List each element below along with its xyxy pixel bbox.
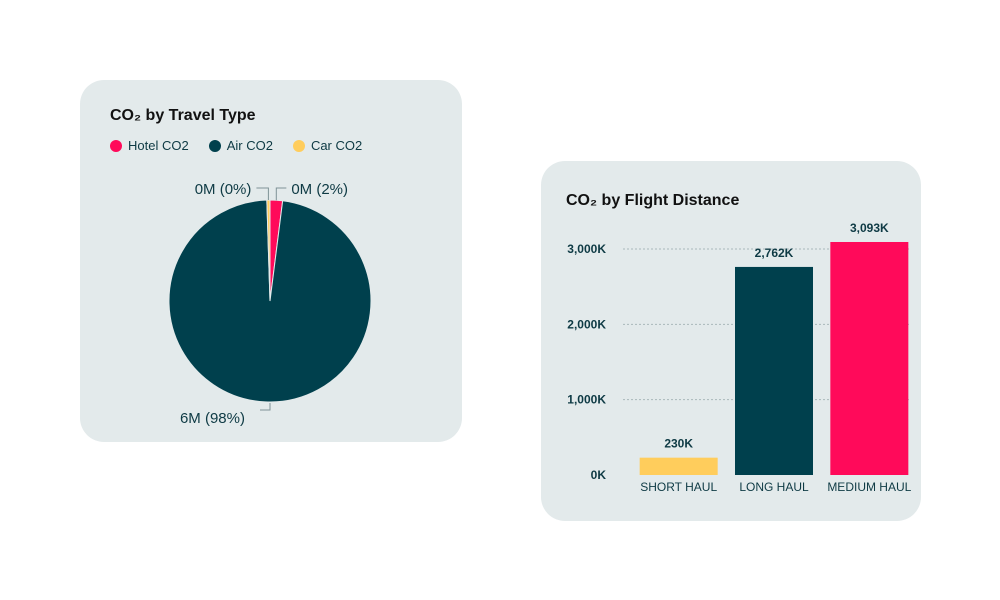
bar-medium-haul[interactable]	[830, 241, 909, 475]
pie-chart: 0M (2%) 0M (0%) 6M (98%)	[168, 181, 372, 427]
legend-item-hotel[interactable]: Hotel CO2	[110, 138, 189, 153]
bar-long-haul[interactable]	[735, 266, 813, 475]
pie-leader-line-hotel	[275, 187, 287, 201]
y-tick-label: 0K	[591, 468, 607, 482]
bar-short-haul[interactable]	[639, 457, 718, 475]
pie-data-label-air: 6M (98%)	[180, 410, 245, 427]
bar-value-label-medium-haul: 3,093K	[850, 221, 889, 235]
pie-leader-line-car	[256, 187, 269, 200]
x-tick-label-short-haul: SHORT HAUL	[640, 480, 717, 494]
legend-item-air[interactable]: Air CO2	[208, 138, 273, 153]
x-tick-label-medium-haul: MEDIUM HAUL	[827, 480, 911, 494]
y-tick-label: 3,000K	[567, 242, 606, 256]
y-tick-label: 1,000K	[567, 393, 606, 407]
legend-label-air: Air CO2	[226, 138, 273, 153]
pie-chart-title: CO₂ by Travel Type	[110, 107, 256, 124]
legend-dot-car	[292, 139, 305, 152]
legend-label-car: Car CO2	[310, 138, 363, 153]
legend-dot-air	[208, 139, 221, 152]
pie-slice-car[interactable]	[266, 199, 271, 302]
legend-dot-hotel	[110, 139, 122, 152]
pie-data-label-car: 0M (0%)	[195, 181, 252, 198]
bar-chart-title: CO₂ by Flight Distance	[566, 192, 740, 209]
pie-data-label-hotel: 0M (2%)	[291, 181, 348, 198]
travel-type-card: CO₂ by Travel Type Hotel CO2 Air CO2 Car…	[80, 80, 462, 442]
legend-label-hotel: Hotel CO2	[128, 138, 189, 153]
bar-value-label-long-haul: 2,762K	[755, 246, 794, 260]
bar-chart: 0K 1,000K 2,000K 3,000K 230K SHORT HAUL 2,762K…	[567, 221, 911, 494]
flight-distance-card: CO₂ by Flight Distance 0K 1,000K 2,000K 3,0…	[541, 161, 921, 521]
x-tick-label-long-haul: LONG HAUL	[739, 480, 809, 494]
pie-leader-line-air	[260, 403, 271, 411]
legend-item-car[interactable]: Car CO2	[292, 138, 363, 153]
pie-legend: Hotel CO2 Air CO2 Car CO2	[110, 138, 362, 153]
bar-value-label-short-haul: 230K	[664, 437, 693, 451]
y-tick-label: 2,000K	[567, 317, 606, 331]
